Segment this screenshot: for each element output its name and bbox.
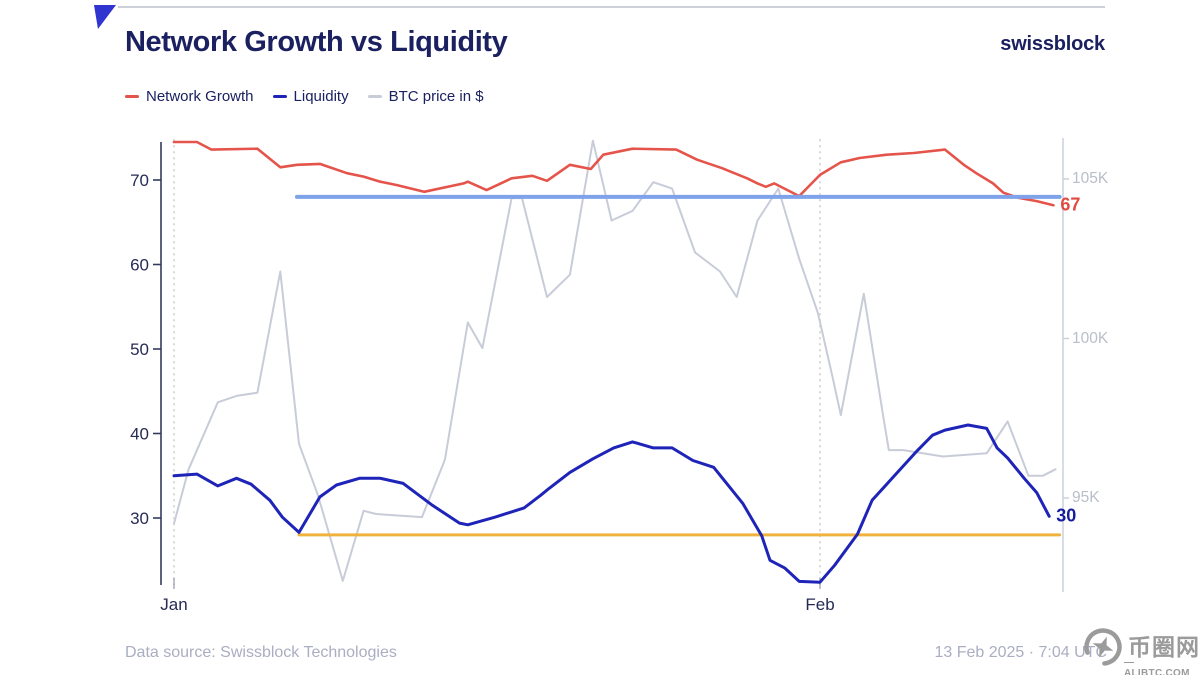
legend-item-btc-price: BTC price in $ — [367, 88, 484, 105]
legend-swatch-network-growth — [125, 95, 139, 98]
left-axis-tick-label-40: 40 — [130, 425, 149, 444]
watermark-site-url: —ALIBTC.COM— — [1124, 657, 1190, 675]
top-divider-line — [118, 6, 1105, 8]
series-end-label-liquidity: 30 — [1056, 505, 1076, 525]
series-line-network-growth — [172, 140, 1055, 207]
data-source-text: Data source: Swissblock Technologies — [125, 644, 397, 661]
x-axis-label-feb: Feb — [805, 595, 834, 614]
left-axis-tick-label-50: 50 — [130, 340, 149, 359]
watermark: 币圈网 —ALIBTC.COM— — [1080, 618, 1200, 675]
right-axis-tick-label-95: 95K — [1072, 489, 1100, 506]
chart-legend: Network Growth Liquidity BTC price in $ — [125, 88, 484, 105]
brand-logo: swissblock — [1000, 33, 1105, 55]
page-title: Network Growth vs Liquidity — [125, 26, 508, 58]
right-axis-labels: 105K 100K 95K — [1072, 0, 1108, 675]
series-end-label-network-growth: 67 — [1060, 194, 1080, 214]
series-line-liquidity — [172, 423, 1051, 584]
legend-item-network-growth: Network Growth — [125, 88, 254, 105]
left-axis-tick-label-70: 70 — [130, 171, 149, 190]
legend-label-network-growth: Network Growth — [146, 88, 254, 105]
watermark-logo-icon — [1084, 628, 1122, 666]
legend-swatch-liquidity — [272, 95, 287, 98]
watermark-site-name: 币圈网 — [1128, 634, 1200, 660]
right-axis-tick-label-100: 100K — [1072, 329, 1108, 347]
legend-label-btc-price: BTC price in $ — [388, 88, 484, 105]
legend-swatch-btc-price — [367, 95, 382, 98]
left-axis-tick-label-30: 30 — [130, 509, 149, 528]
legend-label-liquidity: Liquidity — [293, 88, 349, 105]
left-axis-tick-label-60: 60 — [130, 256, 149, 275]
series-line-btc-price-in — [173, 139, 1057, 582]
x-axis-label-jan: Jan — [160, 595, 187, 614]
timestamp-text: 13 Feb 2025 · 7:04 UTC — [934, 644, 1107, 661]
legend-item-liquidity: Liquidity — [272, 88, 349, 105]
right-axis-tick-label-105: 105K — [1072, 170, 1108, 187]
